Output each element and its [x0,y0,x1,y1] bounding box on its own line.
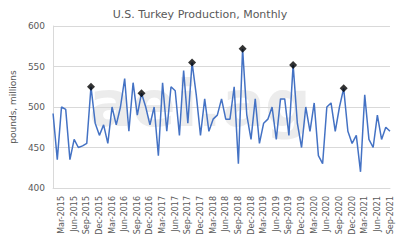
svg-text:aei.ag: aei.ag [89,67,311,141]
svg-text:Jun-2020: Jun-2020 [322,196,331,233]
svg-text:Jun-2017: Jun-2017 [171,196,180,233]
svg-text:Mar-2021: Mar-2021 [360,196,369,234]
svg-text:Sep-2016: Sep-2016 [133,196,142,234]
svg-text:U.S. Turkey Production, Monthl: U.S. Turkey Production, Monthly [113,8,288,21]
svg-text:Mar-2019: Mar-2019 [259,196,268,234]
svg-text:Sep-2018: Sep-2018 [234,196,243,234]
svg-text:Sep-2017: Sep-2017 [183,196,192,234]
svg-text:pounds, millions: pounds, millions [8,70,18,144]
svg-text:Dec-2020: Dec-2020 [348,196,357,235]
svg-text:Mar-2016: Mar-2016 [108,196,117,234]
svg-text:Jun-2021: Jun-2021 [373,196,382,233]
svg-text:Mar-2020: Mar-2020 [310,196,319,234]
svg-text:Dec-2018: Dec-2018 [247,196,256,235]
svg-text:Jun-2019: Jun-2019 [272,196,281,233]
svg-text:Dec-2015: Dec-2015 [95,196,104,235]
svg-text:400: 400 [28,183,45,193]
svg-text:500: 500 [28,102,45,112]
svg-text:550: 550 [28,62,45,72]
svg-text:Sep-2015: Sep-2015 [82,196,91,234]
svg-text:Mar-2015: Mar-2015 [57,196,66,234]
svg-text:Mar-2018: Mar-2018 [209,196,218,234]
svg-text:Jun-2016: Jun-2016 [120,196,129,233]
svg-text:Dec-2019: Dec-2019 [297,196,306,235]
svg-text:Dec-2016: Dec-2016 [145,196,154,235]
svg-text:Sep-2019: Sep-2019 [284,196,293,234]
svg-text:Sep-2021: Sep-2021 [386,196,395,234]
svg-text:Jun-2015: Jun-2015 [70,196,79,233]
svg-text:Mar-2017: Mar-2017 [158,196,167,234]
svg-text:450: 450 [28,143,45,153]
svg-text:Dec-2017: Dec-2017 [196,196,205,235]
svg-text:Sep-2020: Sep-2020 [335,196,344,234]
svg-text:600: 600 [28,21,45,31]
svg-text:Jun-2018: Jun-2018 [221,196,230,233]
